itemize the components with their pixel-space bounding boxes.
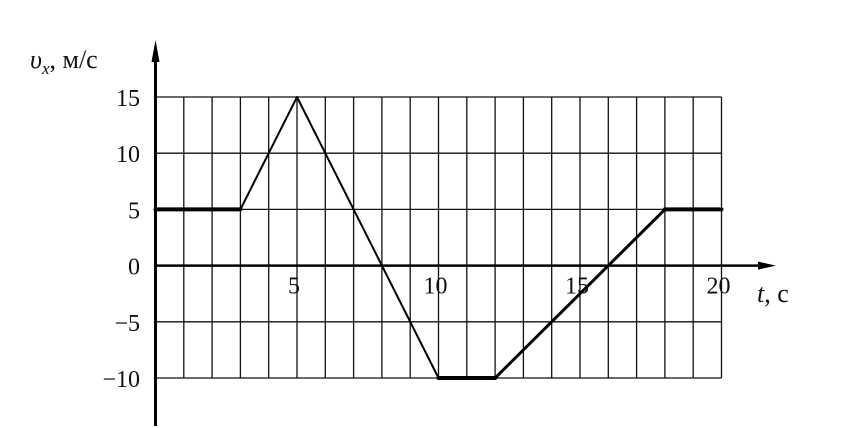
y-tick-label: 10 xyxy=(116,142,140,168)
axes xyxy=(151,40,776,426)
x-axis-unit: , с xyxy=(764,279,789,308)
x-tick-label: 20 xyxy=(707,274,731,300)
series-segment xyxy=(239,96,298,211)
y-axis-symbol: υ xyxy=(30,45,42,74)
series-segment xyxy=(493,207,667,380)
y-axis-label: υx, м/с xyxy=(30,45,98,78)
y-tick-label: −10 xyxy=(102,367,140,393)
y-axis-subscript: x xyxy=(41,59,50,78)
x-axis-label: t, с xyxy=(757,279,789,308)
tick-labels: 5 10 15 20 15 10 5 0 −5 −10 xyxy=(102,86,730,393)
y-tick-label: 0 xyxy=(128,255,140,281)
x-tick-label: 10 xyxy=(424,274,448,300)
x-tick-label: 15 xyxy=(565,274,589,300)
y-tick-label: 5 xyxy=(128,198,140,224)
x-axis-arrow xyxy=(758,261,776,270)
series xyxy=(153,96,724,380)
x-axis-symbol: t xyxy=(757,279,765,308)
series-segment xyxy=(296,96,440,379)
y-tick-label: 15 xyxy=(116,86,140,112)
x-tick-label: 5 xyxy=(288,274,300,300)
y-axis-unit: , м/с xyxy=(49,45,97,74)
y-axis-arrow xyxy=(151,40,160,62)
y-tick-label: −5 xyxy=(114,311,140,337)
